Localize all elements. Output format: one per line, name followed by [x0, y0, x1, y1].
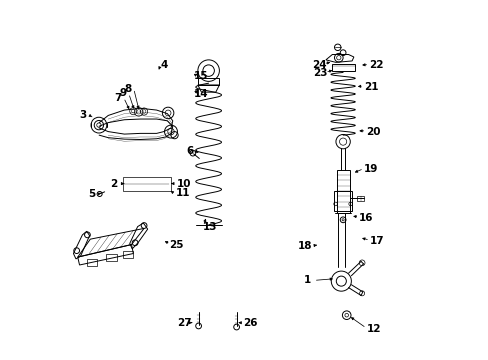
- Bar: [198, 78, 219, 85]
- Text: 6: 6: [186, 146, 193, 156]
- Text: 24: 24: [311, 59, 325, 69]
- Text: 18: 18: [298, 241, 312, 251]
- Text: 15: 15: [193, 71, 208, 81]
- Bar: [336, 170, 349, 213]
- Text: 22: 22: [368, 60, 383, 70]
- Text: 10: 10: [176, 179, 190, 189]
- Bar: [86, 259, 97, 266]
- Bar: [106, 254, 117, 261]
- Text: 26: 26: [242, 319, 257, 328]
- Text: 21: 21: [363, 82, 378, 92]
- Text: 3: 3: [79, 111, 86, 121]
- Text: 1: 1: [303, 275, 310, 285]
- Bar: [333, 191, 352, 211]
- Text: 4: 4: [160, 60, 167, 70]
- Text: 17: 17: [369, 236, 384, 246]
- Text: 27: 27: [177, 319, 191, 328]
- Bar: [122, 251, 133, 258]
- Text: 16: 16: [359, 213, 373, 222]
- Text: 13: 13: [203, 222, 217, 231]
- Text: 7: 7: [114, 93, 122, 103]
- Text: 19: 19: [363, 164, 378, 174]
- Text: 25: 25: [169, 239, 183, 249]
- Text: 20: 20: [366, 127, 380, 136]
- Text: 14: 14: [193, 89, 208, 99]
- Text: 2: 2: [110, 179, 117, 189]
- Text: 8: 8: [124, 84, 132, 94]
- Text: 23: 23: [313, 68, 327, 78]
- Text: 5: 5: [87, 189, 95, 199]
- Bar: [122, 177, 171, 192]
- Bar: [331, 64, 354, 71]
- Bar: [357, 196, 363, 201]
- Text: 12: 12: [366, 324, 380, 334]
- Text: 11: 11: [175, 188, 190, 198]
- Text: 9: 9: [120, 88, 126, 98]
